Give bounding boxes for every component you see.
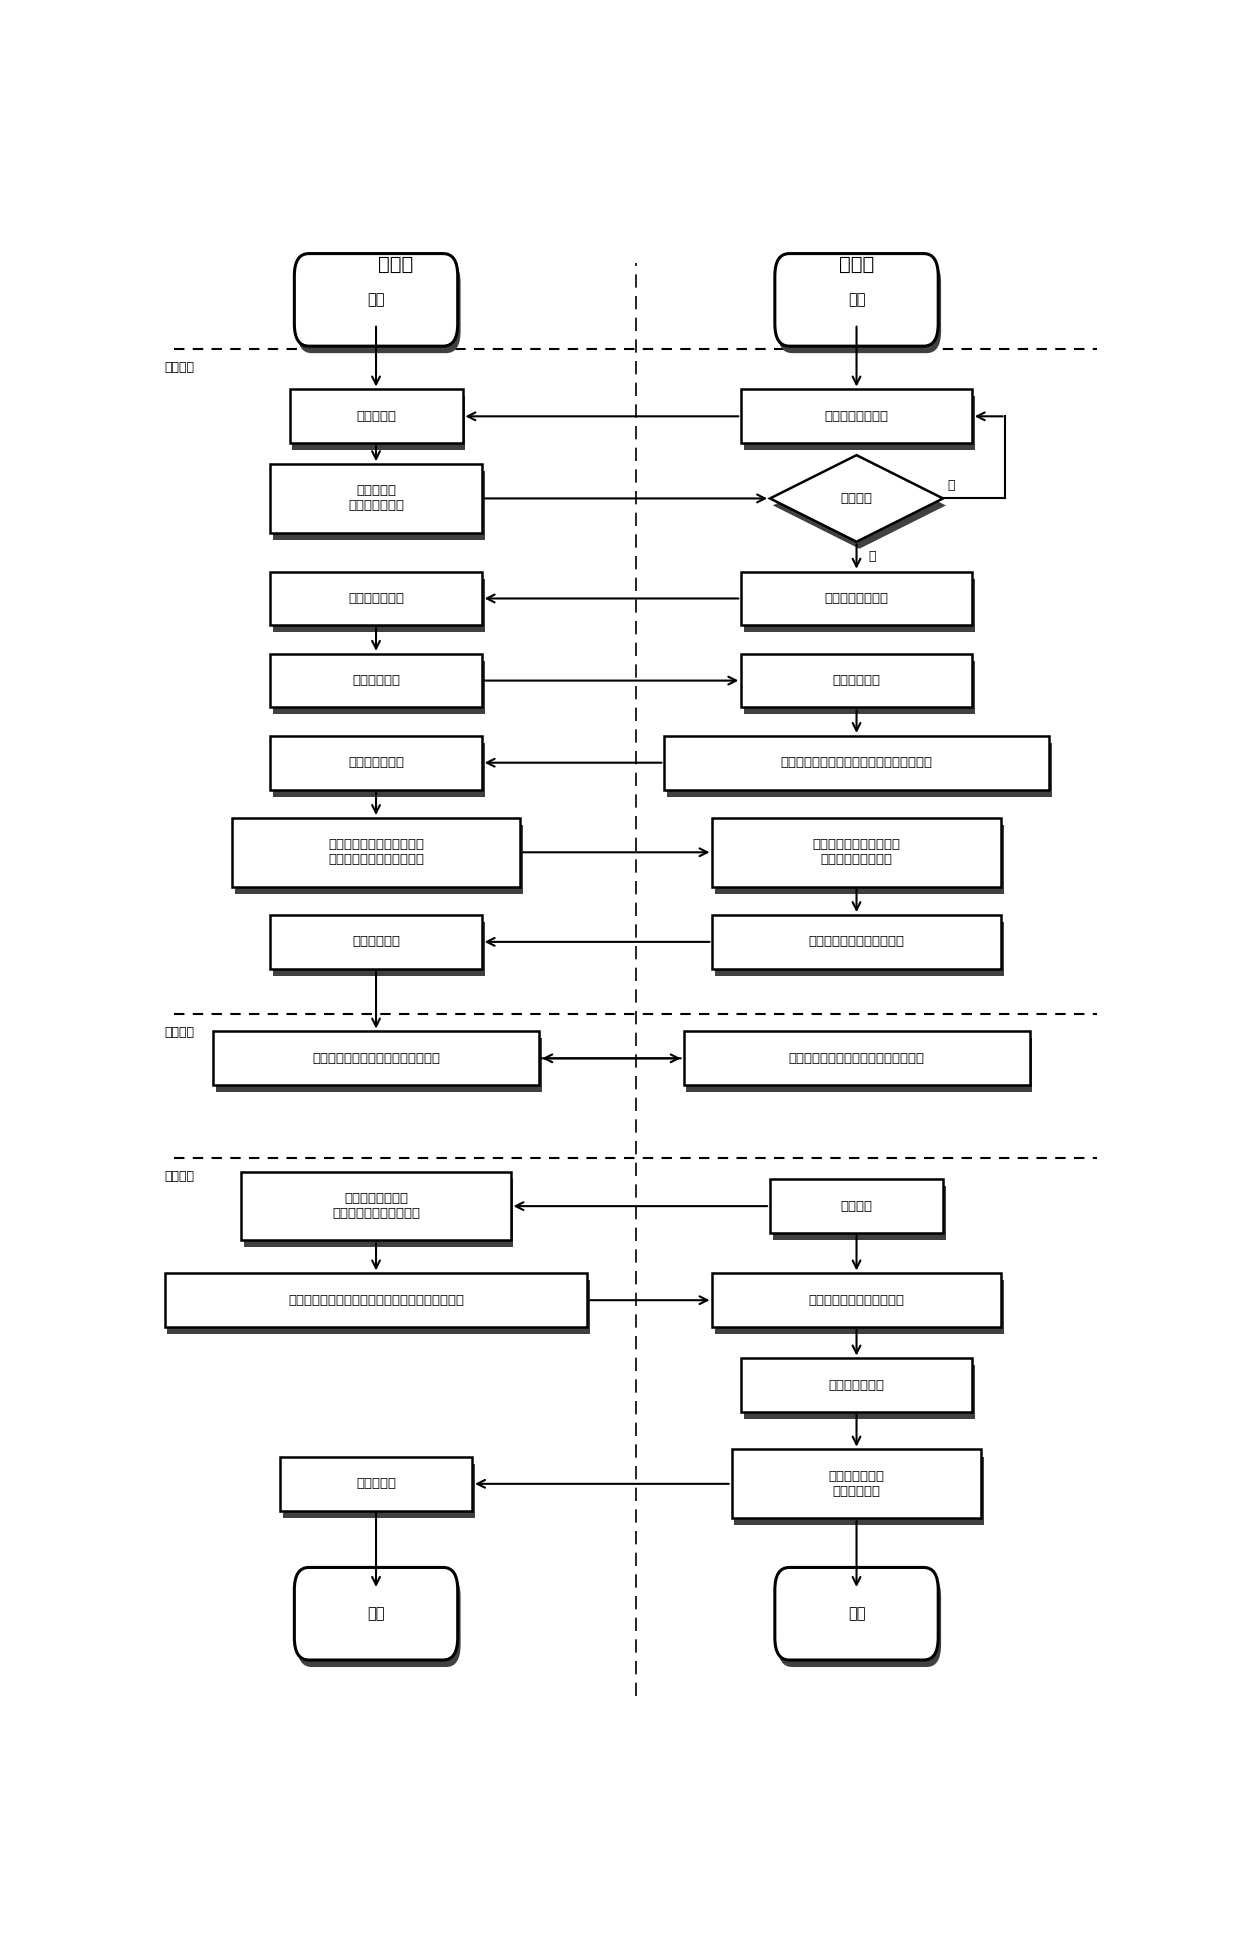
FancyBboxPatch shape (273, 471, 485, 539)
FancyBboxPatch shape (665, 735, 1049, 789)
Text: 获取设备信息: 获取设备信息 (832, 675, 880, 686)
FancyBboxPatch shape (242, 1171, 511, 1241)
FancyBboxPatch shape (770, 1179, 944, 1233)
FancyBboxPatch shape (742, 653, 972, 708)
FancyBboxPatch shape (732, 1450, 982, 1518)
FancyBboxPatch shape (683, 1032, 1029, 1086)
FancyBboxPatch shape (165, 1274, 588, 1326)
FancyBboxPatch shape (744, 578, 975, 632)
Polygon shape (770, 456, 942, 541)
FancyBboxPatch shape (712, 1274, 1001, 1326)
FancyBboxPatch shape (270, 915, 481, 970)
Text: 在当前网页中渲染交互界面: 在当前网页中渲染交互界面 (808, 935, 904, 948)
Text: 客户端: 客户端 (378, 254, 413, 273)
FancyBboxPatch shape (213, 1032, 539, 1086)
Text: 解释客户端用户交互信息
生成当前控件树路径: 解释客户端用户交互信息 生成当前控件树路径 (812, 838, 900, 867)
FancyBboxPatch shape (734, 1456, 985, 1526)
Text: 部署可视化埋点: 部署可视化埋点 (828, 1379, 884, 1392)
FancyBboxPatch shape (270, 463, 481, 533)
Text: 扫描二维码: 扫描二维码 (356, 409, 396, 423)
Text: 按规则刷新发送客户端交互界面信息: 按规则刷新发送客户端交互界面信息 (312, 1051, 440, 1065)
Text: 停止当前埋点绑定
获取测试埋点信息并绑定: 停止当前埋点绑定 获取测试埋点信息并绑定 (332, 1192, 420, 1220)
Text: 遍历客户端交互界面控件树
并把相关信息返回给服务器: 遍历客户端交互界面控件树 并把相关信息返回给服务器 (329, 838, 424, 867)
Text: 通过长连接把测试中触发的埋点事件发送到服务端: 通过长连接把测试中触发的埋点事件发送到服务端 (288, 1293, 464, 1307)
FancyBboxPatch shape (777, 260, 941, 353)
Text: 解释二维码
并请求建立连接: 解释二维码 并请求建立连接 (348, 485, 404, 512)
Text: 结束: 结束 (848, 1605, 866, 1621)
Text: 否: 否 (947, 479, 955, 491)
Polygon shape (773, 461, 946, 549)
Text: 通过验证: 通过验证 (841, 493, 873, 504)
FancyBboxPatch shape (270, 572, 481, 626)
FancyBboxPatch shape (273, 661, 485, 714)
Text: 服务端: 服务端 (839, 254, 874, 273)
Text: 接收服务端请求: 接收服务端请求 (348, 591, 404, 605)
FancyBboxPatch shape (777, 1574, 941, 1668)
FancyBboxPatch shape (667, 743, 1052, 797)
FancyBboxPatch shape (294, 254, 458, 347)
Text: 显示测试中触发的埋点事件: 显示测试中触发的埋点事件 (808, 1293, 904, 1307)
Text: 测试埋点: 测试埋点 (841, 1200, 873, 1212)
FancyBboxPatch shape (298, 260, 460, 353)
Text: 在交互界面上对控件进行埋点圈选操作: 在交互界面上对控件进行埋点圈选操作 (789, 1051, 925, 1065)
FancyBboxPatch shape (775, 1567, 939, 1660)
FancyBboxPatch shape (273, 743, 485, 797)
Text: 根据设备平台请求获取客户端交互界面信息: 根据设备平台请求获取客户端交互界面信息 (780, 756, 932, 770)
Text: 断开长连接: 断开长连接 (356, 1478, 396, 1491)
FancyBboxPatch shape (775, 254, 939, 347)
FancyBboxPatch shape (232, 818, 521, 886)
FancyBboxPatch shape (712, 915, 1001, 970)
FancyBboxPatch shape (290, 390, 463, 444)
Text: 开始: 开始 (848, 293, 866, 308)
FancyBboxPatch shape (216, 1039, 542, 1092)
FancyBboxPatch shape (293, 396, 465, 450)
FancyBboxPatch shape (270, 735, 481, 789)
FancyBboxPatch shape (244, 1179, 513, 1247)
Text: 是: 是 (868, 551, 875, 562)
Text: 连接阶段: 连接阶段 (165, 361, 195, 374)
FancyBboxPatch shape (298, 1574, 460, 1668)
FancyBboxPatch shape (715, 824, 1003, 894)
FancyBboxPatch shape (283, 1464, 475, 1518)
FancyBboxPatch shape (742, 390, 972, 444)
FancyBboxPatch shape (273, 578, 485, 632)
FancyBboxPatch shape (742, 572, 972, 626)
Text: 开始: 开始 (367, 293, 384, 308)
Text: 可视化埋点二维码: 可视化埋点二维码 (825, 409, 889, 423)
Text: 部署阶段: 部署阶段 (165, 1169, 195, 1183)
FancyBboxPatch shape (270, 653, 481, 708)
FancyBboxPatch shape (715, 1280, 1003, 1334)
Text: 返回设备信息: 返回设备信息 (352, 675, 401, 686)
FancyBboxPatch shape (687, 1039, 1033, 1092)
FancyBboxPatch shape (744, 661, 975, 714)
FancyBboxPatch shape (234, 824, 523, 894)
Text: 成功建立连接: 成功建立连接 (352, 935, 401, 948)
Text: 结束: 结束 (367, 1605, 384, 1621)
FancyBboxPatch shape (294, 1567, 458, 1660)
FancyBboxPatch shape (744, 396, 975, 450)
Text: 接收服务端请求: 接收服务端请求 (348, 756, 404, 770)
FancyBboxPatch shape (712, 818, 1001, 886)
Text: 请求获取设备信息: 请求获取设备信息 (825, 591, 889, 605)
FancyBboxPatch shape (273, 923, 485, 975)
FancyBboxPatch shape (715, 923, 1003, 975)
FancyBboxPatch shape (773, 1187, 946, 1241)
FancyBboxPatch shape (742, 1359, 972, 1412)
FancyBboxPatch shape (167, 1280, 590, 1334)
FancyBboxPatch shape (744, 1365, 975, 1419)
FancyBboxPatch shape (280, 1456, 472, 1510)
Text: 退出可视化埋点
并断开长连接: 退出可视化埋点 并断开长连接 (828, 1470, 884, 1497)
Text: 埋点阶段: 埋点阶段 (165, 1026, 195, 1039)
